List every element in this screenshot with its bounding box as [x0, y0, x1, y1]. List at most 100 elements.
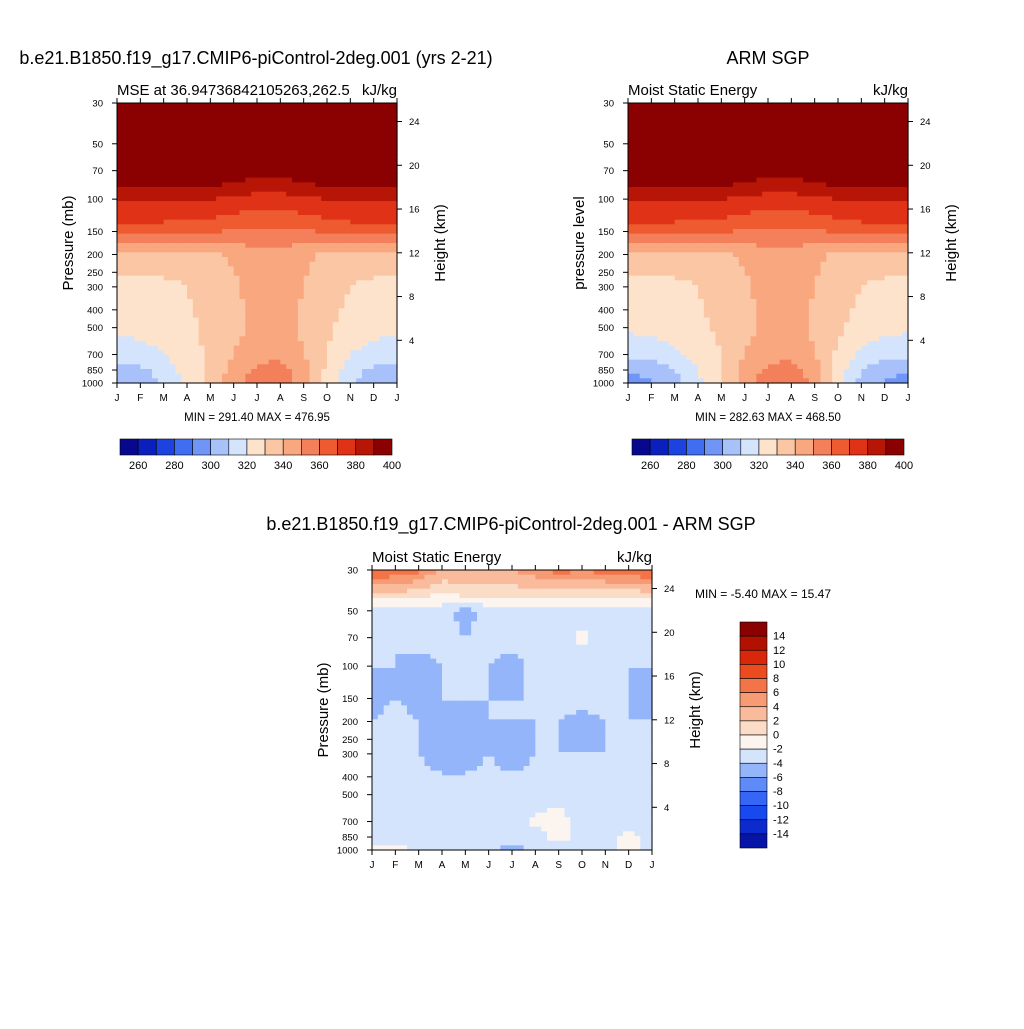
contour-cell	[321, 341, 327, 346]
contour-cell	[257, 285, 263, 290]
colorbar-swatch	[174, 439, 192, 455]
contour-cell	[245, 350, 251, 355]
contour-cell	[374, 187, 380, 192]
contour-cell	[669, 238, 675, 243]
contour-cell	[275, 257, 281, 262]
contour-cell	[815, 187, 821, 192]
contour-cell	[362, 234, 368, 239]
contour-cell	[368, 103, 374, 108]
contour-cell	[826, 108, 832, 113]
contour-cell	[821, 257, 827, 262]
contour-cell	[385, 327, 391, 332]
y2-tick-label: 12	[409, 248, 420, 259]
contour-cell	[315, 360, 321, 365]
contour-cell	[228, 318, 234, 323]
contour-cell	[292, 341, 298, 346]
contour-cell	[170, 248, 176, 253]
contour-cell	[826, 122, 832, 127]
contour-cell	[269, 238, 275, 243]
contour-cell	[698, 285, 704, 290]
contour-cell	[745, 112, 751, 117]
contour-cell	[234, 346, 240, 351]
contour-cell	[721, 224, 727, 229]
contour-cell	[152, 308, 158, 313]
contour-cell	[269, 173, 275, 178]
contour-cell	[721, 280, 727, 285]
contour-cell	[135, 313, 141, 318]
contour-cell	[216, 159, 222, 164]
contour-cell	[663, 243, 669, 248]
contour-cell	[245, 248, 251, 253]
contour-cell	[856, 150, 862, 155]
contour-cell	[885, 257, 891, 262]
contour-cell	[663, 238, 669, 243]
contour-cell	[327, 112, 333, 117]
contour-cell	[327, 103, 333, 108]
contour-cell	[222, 187, 228, 192]
contour-cell	[739, 187, 745, 192]
contour-cell	[210, 294, 216, 299]
contour-cell	[280, 304, 286, 309]
contour-cell	[356, 346, 362, 351]
contour-cell	[321, 140, 327, 145]
contour-cell	[146, 126, 152, 131]
contour-cell	[797, 210, 803, 215]
contour-cell	[780, 271, 786, 276]
left-string: MSE at 36.94736842105263,262.5	[117, 82, 350, 99]
contour-cell	[123, 308, 129, 313]
contour-cell	[710, 122, 716, 127]
contour-cell	[861, 220, 867, 225]
contour-cell	[797, 290, 803, 295]
contour-cell	[681, 294, 687, 299]
contour-cell	[315, 234, 321, 239]
contour-cell	[809, 187, 815, 192]
contour-cell	[286, 252, 292, 257]
contour-cell	[745, 103, 751, 108]
contour-cell	[896, 271, 902, 276]
contour-cell	[362, 360, 368, 365]
contour-cell	[345, 108, 351, 113]
contour-cell	[321, 220, 327, 225]
contour-cell	[663, 215, 669, 220]
contour-cell	[374, 201, 380, 206]
contour-cell	[739, 271, 745, 276]
contour-cell	[756, 159, 762, 164]
x-tick-label: J	[231, 393, 236, 404]
contour-cell	[140, 164, 146, 169]
contour-cell	[228, 173, 234, 178]
contour-cell	[350, 215, 356, 220]
contour-cell	[768, 103, 774, 108]
contour-cell	[716, 164, 722, 169]
contour-cell	[286, 108, 292, 113]
contour-cell	[275, 355, 281, 360]
contour-cell	[891, 276, 897, 281]
contour-cell	[646, 108, 652, 113]
contour-cell	[152, 304, 158, 309]
contour-cell	[181, 346, 187, 351]
contour-cell	[350, 276, 356, 281]
contour-cell	[791, 150, 797, 155]
contour-cell	[716, 210, 722, 215]
contour-cell	[263, 159, 269, 164]
contour-cell	[327, 201, 333, 206]
contour-cell	[374, 210, 380, 215]
contour-cell	[146, 360, 152, 365]
contour-cell	[657, 140, 663, 145]
contour-cell	[140, 126, 146, 131]
contour-cell	[780, 248, 786, 253]
contour-cell	[873, 164, 879, 169]
contour-cell	[222, 108, 228, 113]
contour-cell	[844, 178, 850, 183]
contour-cell	[170, 140, 176, 145]
contour-cell	[339, 126, 345, 131]
contour-cell	[339, 313, 345, 318]
contour-cell	[350, 192, 356, 197]
contour-cell	[803, 234, 809, 239]
contour-cell	[327, 374, 333, 379]
contour-cell	[251, 131, 257, 136]
contour-cell	[140, 122, 146, 127]
contour-cell	[698, 145, 704, 150]
contour-cell	[885, 290, 891, 295]
contour-cell	[199, 164, 205, 169]
contour-cell	[222, 131, 228, 136]
